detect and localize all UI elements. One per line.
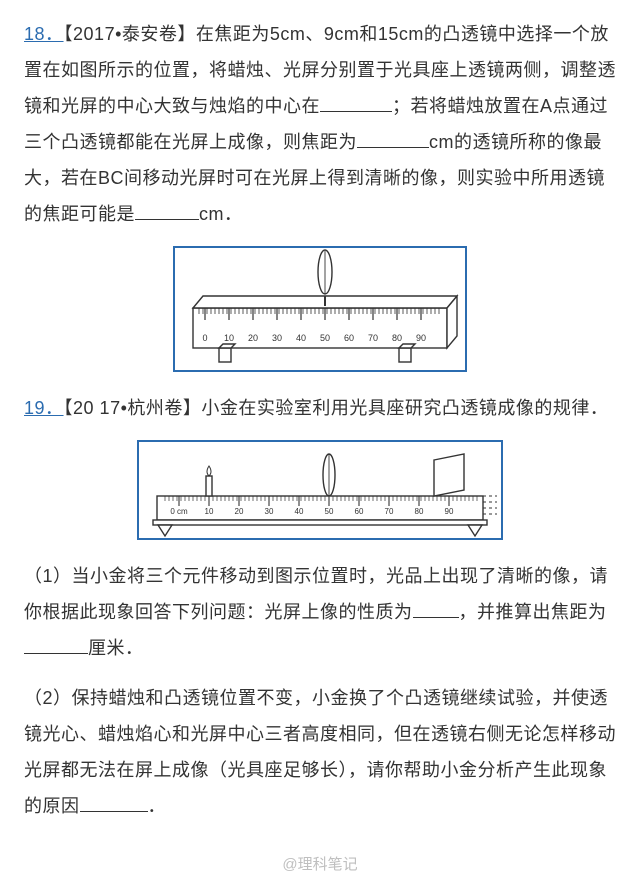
- q18-blank-3: [135, 199, 199, 220]
- svg-text:90: 90: [416, 333, 426, 343]
- svg-text:50: 50: [325, 507, 334, 516]
- svg-text:70: 70: [368, 333, 378, 343]
- svg-text:0: 0: [202, 333, 207, 343]
- svg-text:10: 10: [205, 507, 214, 516]
- question-19-intro: 19．【20 17•杭州卷】小金在实验室利用光具座研究凸透镜成像的规律．: [24, 390, 616, 426]
- svg-text:60: 60: [355, 507, 364, 516]
- svg-text:0 cm: 0 cm: [170, 507, 188, 516]
- q18-blank-1: [320, 91, 392, 112]
- q19-tag: 【20 17•杭州卷】: [64, 398, 202, 418]
- q18-blank-2: [357, 127, 429, 148]
- svg-text:80: 80: [415, 507, 424, 516]
- q19-intro-text: 小金在实验室利用光具座研究凸透镜成像的规律．: [201, 398, 608, 418]
- svg-text:30: 30: [265, 507, 274, 516]
- q19-blank-1: [413, 597, 459, 618]
- question-19-part2: （2）保持蜡烛和凸透镜位置不变，小金换了个凸透镜继续试验，并使透镜光心、蜡烛焰心…: [24, 680, 616, 824]
- svg-text:70: 70: [385, 507, 394, 516]
- q18-number: 18．: [24, 24, 64, 44]
- svg-text:90: 90: [445, 507, 454, 516]
- q18-unit2: cm．: [199, 204, 243, 224]
- svg-text:20: 20: [235, 507, 244, 516]
- svg-text:60: 60: [344, 333, 354, 343]
- svg-text:50: 50: [320, 333, 330, 343]
- footer-watermark: @理科笔记: [0, 850, 640, 886]
- question-18: 18．【2017•泰安卷】在焦距为5cm、9cm和15cm的凸透镜中选择一个放置…: [24, 16, 616, 232]
- svg-text:40: 40: [295, 507, 304, 516]
- q19-p1unit: 厘米．: [88, 638, 144, 658]
- q19-blank-3: [80, 791, 148, 812]
- q18-tag: 【2017•泰安卷】: [64, 24, 196, 44]
- question-19-part1: （1）当小金将三个元件移动到图示位置时，光品上出现了清晰的像，请你根据此现象回答…: [24, 558, 616, 666]
- figure-optical-bench-1: 0 10 20 30 40 50 60 70 80 90: [173, 246, 467, 372]
- svg-text:40: 40: [296, 333, 306, 343]
- svg-text:30: 30: [272, 333, 282, 343]
- svg-text:80: 80: [392, 333, 402, 343]
- svg-text:10: 10: [224, 333, 234, 343]
- figure-optical-bench-2: 0 cm 10 20 30 40 50 60 70 80 90: [137, 440, 503, 540]
- q19-number: 19．: [24, 398, 64, 418]
- q19-blank-2: [24, 633, 88, 654]
- q18-unit1: cm: [429, 132, 454, 152]
- q19-p2end: ．: [148, 796, 167, 816]
- svg-text:20: 20: [248, 333, 258, 343]
- q19-p1b: ，并推算出焦距为: [459, 602, 607, 622]
